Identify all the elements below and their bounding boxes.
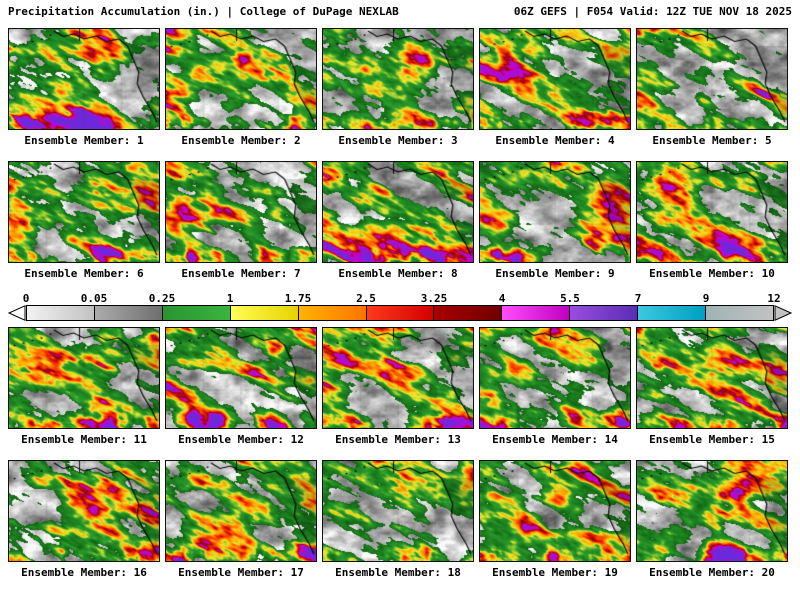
ensemble-member-label: Ensemble Member: 9 — [495, 267, 615, 280]
colorbar-tick-label: 5.5 — [560, 292, 580, 305]
colorbar-segments — [26, 305, 774, 321]
colorbar-segment — [637, 306, 706, 320]
colorbar-segment — [569, 306, 638, 320]
ensemble-member-label: Ensemble Member: 10 — [649, 267, 775, 280]
precip-map-canvas — [8, 28, 160, 130]
colorbar-tick-label: 1.75 — [284, 292, 312, 305]
model-run-info: 06Z GEFS | F054 Valid: 12Z TUE NOV 18 20… — [513, 5, 792, 18]
colorbar-tick-label: 3.25 — [420, 292, 448, 305]
precip-map-canvas — [479, 460, 631, 562]
precip-map-canvas — [322, 28, 474, 130]
product-title: Precipitation Accumulation (in.) | Colle… — [8, 5, 399, 18]
ensemble-panel: Ensemble Member: 8 — [322, 161, 474, 280]
precip-map-canvas — [322, 161, 474, 263]
precip-map-canvas — [165, 327, 317, 429]
precip-map-canvas — [165, 161, 317, 263]
ensemble-member-label: Ensemble Member: 17 — [178, 566, 304, 579]
colorbar-segment — [365, 306, 434, 320]
colorbar-segment — [27, 306, 94, 320]
ensemble-member-label: Ensemble Member: 13 — [335, 433, 461, 446]
precip-map-canvas — [322, 327, 474, 429]
colorbar-tick-label: 2.5 — [356, 292, 376, 305]
ensemble-row-3: Ensemble Member: 11 Ensemble Member: 12 … — [0, 327, 800, 446]
colorbar-segment — [705, 306, 773, 320]
precip-map-canvas — [479, 161, 631, 263]
colorbar-segment — [433, 306, 502, 320]
precip-map-canvas — [479, 28, 631, 130]
ensemble-panel: Ensemble Member: 18 — [322, 460, 474, 579]
ensemble-panel: Ensemble Member: 14 — [479, 327, 631, 446]
ensemble-member-label: Ensemble Member: 2 — [181, 134, 301, 147]
colorbar-segment — [297, 306, 366, 320]
colorbar-tick-label: 12 — [767, 292, 781, 305]
ensemble-panel: Ensemble Member: 7 — [165, 161, 317, 280]
colorbar-segment — [501, 306, 570, 320]
precip-map-canvas — [8, 161, 160, 263]
precip-map-canvas — [636, 28, 788, 130]
gefs-ensemble-graphic: Precipitation Accumulation (in.) | Colle… — [0, 0, 800, 579]
ensemble-member-label: Ensemble Member: 18 — [335, 566, 461, 579]
precip-map-canvas — [322, 460, 474, 562]
colorbar-tick-label: 4 — [498, 292, 506, 305]
ensemble-member-label: Ensemble Member: 19 — [492, 566, 618, 579]
ensemble-member-label: Ensemble Member: 8 — [338, 267, 458, 280]
ensemble-panel: Ensemble Member: 10 — [636, 161, 788, 280]
colorbar-ticks: 0 0.05 0.25 1 1.75 2.5 3.25 4 5.5 7 9 12 — [22, 292, 781, 305]
ensemble-panel: Ensemble Member: 3 — [322, 28, 474, 147]
ensemble-panel: Ensemble Member: 13 — [322, 327, 474, 446]
ensemble-member-label: Ensemble Member: 1 — [24, 134, 144, 147]
ensemble-row-1: Ensemble Member: 1 Ensemble Member: 2 En… — [0, 28, 800, 147]
ensemble-row-4: Ensemble Member: 16 Ensemble Member: 17 … — [0, 460, 800, 579]
colorbar-segment — [229, 306, 298, 320]
ensemble-member-label: Ensemble Member: 11 — [21, 433, 147, 446]
colorbar-tick-label: 9 — [702, 292, 710, 305]
ensemble-member-label: Ensemble Member: 12 — [178, 433, 304, 446]
ensemble-panel: Ensemble Member: 5 — [636, 28, 788, 147]
ensemble-member-label: Ensemble Member: 15 — [649, 433, 775, 446]
ensemble-member-label: Ensemble Member: 7 — [181, 267, 301, 280]
ensemble-member-label: Ensemble Member: 20 — [649, 566, 775, 579]
colorbar-tick-label: 0 — [22, 292, 30, 305]
precip-map-canvas — [8, 460, 160, 562]
precip-map-canvas — [165, 28, 317, 130]
ensemble-panel: Ensemble Member: 6 — [8, 161, 160, 280]
ensemble-panel: Ensemble Member: 4 — [479, 28, 631, 147]
ensemble-row-2: Ensemble Member: 6 Ensemble Member: 7 En… — [0, 161, 800, 280]
colorbar: 0 0.05 0.25 1 1.75 2.5 3.25 4 5.5 7 9 12 — [8, 292, 792, 321]
ensemble-member-label: Ensemble Member: 5 — [652, 134, 772, 147]
precip-map-canvas — [165, 460, 317, 562]
ensemble-panel: Ensemble Member: 11 — [8, 327, 160, 446]
header: Precipitation Accumulation (in.) | Colle… — [0, 0, 800, 20]
colorbar-tick-label: 1 — [226, 292, 234, 305]
colorbar-tick-label: 0.25 — [148, 292, 176, 305]
ensemble-panel: Ensemble Member: 1 — [8, 28, 160, 147]
ensemble-panel: Ensemble Member: 9 — [479, 161, 631, 280]
colorbar-segment — [93, 306, 162, 320]
ensemble-member-label: Ensemble Member: 14 — [492, 433, 618, 446]
ensemble-panel: Ensemble Member: 12 — [165, 327, 317, 446]
ensemble-panel: Ensemble Member: 2 — [165, 28, 317, 147]
ensemble-member-label: Ensemble Member: 16 — [21, 566, 147, 579]
colorbar-segment — [161, 306, 230, 320]
precip-map-canvas — [636, 327, 788, 429]
precip-map-canvas — [479, 327, 631, 429]
colorbar-left-arrow-icon — [8, 305, 26, 321]
colorbar-bar — [8, 305, 792, 321]
ensemble-panel: Ensemble Member: 20 — [636, 460, 788, 579]
ensemble-member-label: Ensemble Member: 3 — [338, 134, 458, 147]
ensemble-panel: Ensemble Member: 16 — [8, 460, 160, 579]
colorbar-tick-label: 0.05 — [80, 292, 108, 305]
ensemble-panel: Ensemble Member: 19 — [479, 460, 631, 579]
ensemble-panel: Ensemble Member: 15 — [636, 327, 788, 446]
ensemble-member-label: Ensemble Member: 4 — [495, 134, 615, 147]
ensemble-panel: Ensemble Member: 17 — [165, 460, 317, 579]
colorbar-right-arrow-icon — [774, 305, 792, 321]
ensemble-member-label: Ensemble Member: 6 — [24, 267, 144, 280]
precip-map-canvas — [8, 327, 160, 429]
precip-map-canvas — [636, 161, 788, 263]
precip-map-canvas — [636, 460, 788, 562]
colorbar-tick-label: 7 — [634, 292, 642, 305]
